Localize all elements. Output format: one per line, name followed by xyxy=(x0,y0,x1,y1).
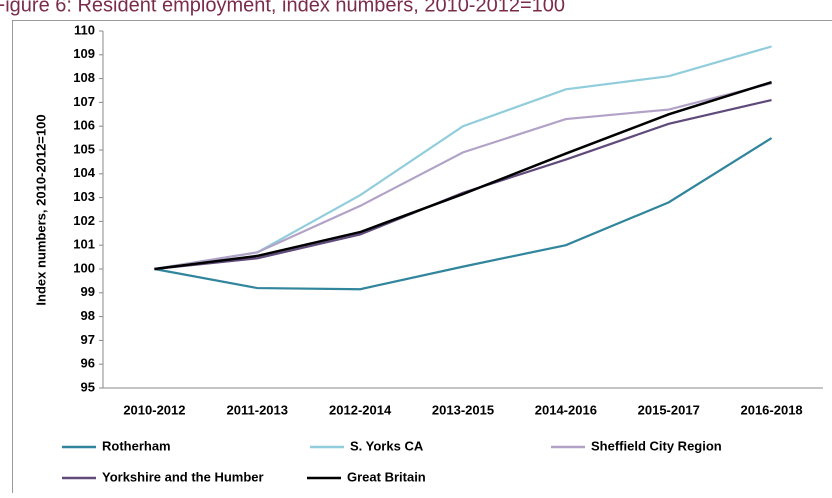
y-tick-label: 95 xyxy=(81,379,95,394)
y-axis-label: Index numbers, 2010-2012=100 xyxy=(33,114,48,305)
legend-label: Sheffield City Region xyxy=(591,438,722,453)
y-tick-label: 98 xyxy=(81,308,95,323)
y-tick-label: 101 xyxy=(73,237,95,252)
series-line xyxy=(154,46,771,269)
y-tick-label: 100 xyxy=(73,260,95,275)
legend-label: Rotherham xyxy=(102,438,171,453)
legend-label: Yorkshire and the Humber xyxy=(102,469,264,484)
legend-label: S. Yorks CA xyxy=(350,438,424,453)
chart-title: Figure 6: Resident employment, index num… xyxy=(0,0,565,16)
y-tick-label: 110 xyxy=(74,22,95,37)
y-tick-label: 96 xyxy=(81,356,95,371)
y-tick-label: 104 xyxy=(73,165,95,180)
x-tick-label: 2016-2018 xyxy=(740,402,802,417)
legend-label: Great Britain xyxy=(347,469,426,484)
x-tick-label: 2012-2014 xyxy=(329,402,392,417)
y-tick-label: 105 xyxy=(73,141,95,156)
x-tick-label: 2013-2015 xyxy=(432,402,494,417)
y-tick-label: 108 xyxy=(73,70,95,85)
x-tick-label: 2010-2012 xyxy=(123,402,185,417)
y-tick-label: 107 xyxy=(73,94,95,109)
x-tick-label: 2011-2013 xyxy=(227,402,288,417)
y-tick-label: 97 xyxy=(81,332,95,347)
y-tick-label: 102 xyxy=(73,213,95,228)
series-line xyxy=(154,138,771,289)
chart-border xyxy=(13,21,832,494)
y-tick-label: 99 xyxy=(81,284,95,299)
x-tick-label: 2014-2016 xyxy=(535,402,597,417)
y-tick-label: 103 xyxy=(73,189,95,204)
series-line xyxy=(154,82,771,269)
y-tick-label: 106 xyxy=(73,118,95,133)
x-tick-label: 2015-2017 xyxy=(638,402,700,417)
y-tick-label: 109 xyxy=(73,46,95,61)
